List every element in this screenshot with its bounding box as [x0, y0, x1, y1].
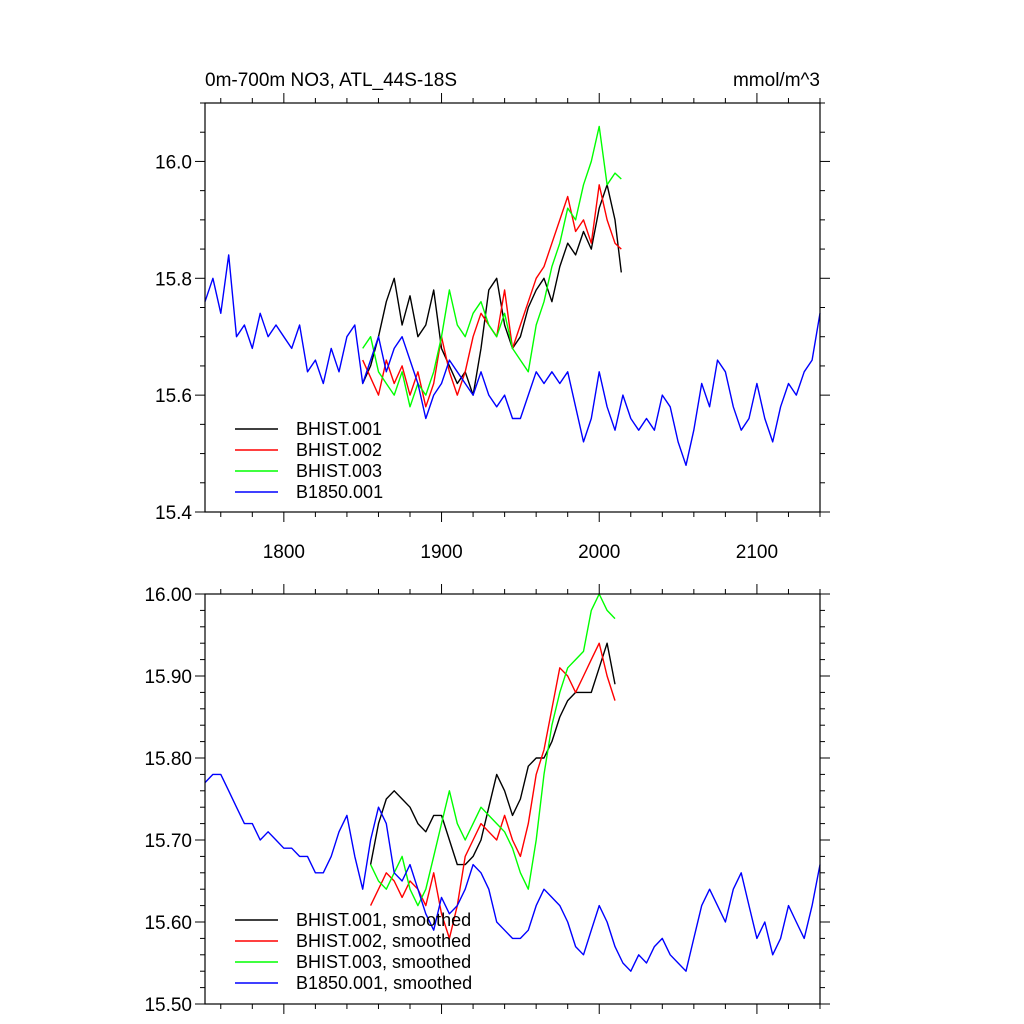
bottom-y-tick-label: 15.80 [144, 749, 192, 770]
top-panel: 0m-700m NO3, ATL_44S-18S mmol/m^3 1800 19… [155, 70, 830, 563]
top-legend-label: BHIST.001 [296, 419, 382, 439]
top-series-layer [204, 125, 821, 466]
top-series-line-4 [204, 254, 821, 466]
bottom-series-line-1 [369, 642, 616, 866]
top-legend-label: BHIST.002 [296, 440, 382, 460]
bottom-series-layer [204, 593, 821, 972]
bottom-legend-label: BHIST.003, smoothed [296, 952, 471, 972]
top-series-line-1 [362, 184, 622, 396]
bottom-plot-frame [204, 593, 821, 1005]
bottom-tick-layer: 15.50 15.60 15.70 15.80 15.90 16.00 [144, 584, 830, 1016]
top-legend-label: BHIST.003 [296, 461, 382, 481]
units-label: mmol/m^3 [733, 70, 820, 91]
top-y-tick-label: 15.6 [155, 386, 192, 407]
chart-title: 0m-700m NO3, ATL_44S-18S [205, 70, 457, 91]
bottom-y-tick-label: 15.50 [144, 995, 192, 1016]
top-tick-layer: 1800 1900 2000 2100 15.4 15.6 15.8 16.0 [155, 93, 830, 563]
top-y-tick-label: 15.8 [155, 269, 192, 290]
top-legend-label: B1850.001 [296, 482, 383, 502]
top-plot-frame [204, 102, 821, 513]
bottom-legend-label: B1850.001, smoothed [296, 973, 472, 993]
bottom-y-tick-label: 15.90 [144, 667, 192, 688]
top-x-tick-label: 1800 [263, 542, 305, 563]
top-y-tick-label: 16.0 [155, 152, 192, 173]
bottom-y-tick-label: 16.00 [144, 585, 192, 606]
bottom-legend-label: BHIST.001, smoothed [296, 910, 471, 930]
bottom-series-line-3 [369, 593, 616, 907]
top-x-tick-label: 2100 [736, 542, 778, 563]
top-x-tick-label: 1900 [420, 542, 462, 563]
top-x-tick-label: 2000 [578, 542, 620, 563]
top-y-tick-label: 15.4 [155, 503, 192, 524]
bottom-panel: 15.50 15.60 15.70 15.80 15.90 16.00 BHIST.001… [144, 584, 830, 1016]
bottom-y-tick-label: 15.70 [144, 831, 192, 852]
top-series-line-3 [362, 125, 622, 408]
bottom-series-line-2 [369, 642, 616, 940]
bottom-y-tick-label: 15.60 [144, 913, 192, 934]
bottom-series-line-4 [204, 773, 821, 972]
bottom-legend-label: BHIST.002, smoothed [296, 931, 471, 951]
